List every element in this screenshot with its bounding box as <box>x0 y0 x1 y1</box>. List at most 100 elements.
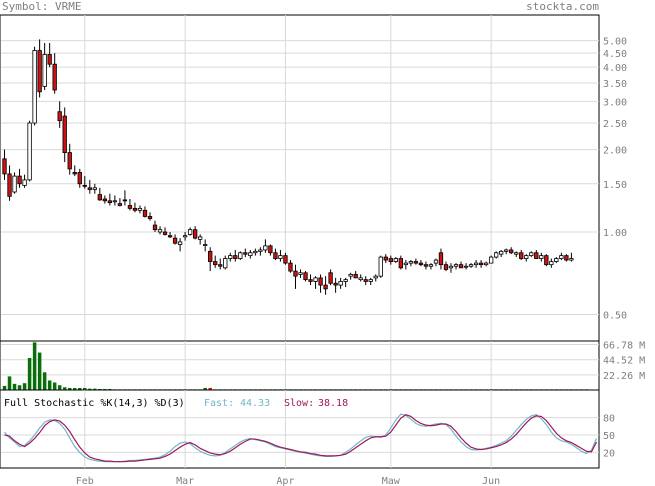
candle-up <box>198 236 203 240</box>
candle-up <box>343 279 348 282</box>
volume-bar <box>98 388 102 390</box>
price-panel-frame <box>0 14 600 342</box>
volume-bar <box>78 387 82 390</box>
volume-bar <box>42 372 47 390</box>
candle-up <box>278 255 283 259</box>
price-tick-label: 2.50 <box>603 119 627 130</box>
candle-up <box>253 250 258 254</box>
volume-bar <box>208 387 212 390</box>
candle-down <box>127 205 133 209</box>
candle-up <box>27 122 32 181</box>
volume-bar <box>103 388 107 390</box>
candle-down <box>323 284 328 290</box>
volume-bar <box>32 342 37 390</box>
candle-up <box>182 235 188 238</box>
volume-bar <box>22 383 27 390</box>
candle-up <box>554 258 559 262</box>
candle-up <box>493 252 499 258</box>
candle-down <box>443 264 449 270</box>
candlestick-series <box>2 39 574 295</box>
price-tick-label: 5.00 <box>603 37 627 48</box>
volume-tick-label: 44.52 M <box>603 356 645 367</box>
candle-down <box>52 63 57 91</box>
candle-up <box>549 261 554 266</box>
candle-up <box>453 264 459 267</box>
candle-up <box>569 258 574 261</box>
volume-bar <box>203 387 207 390</box>
candle-down <box>213 261 218 266</box>
candle-down <box>233 255 238 259</box>
site-label[interactable]: stockta.com <box>526 0 599 13</box>
candle-down <box>303 272 308 281</box>
candle-down <box>17 175 22 185</box>
volume-bar <box>52 382 57 390</box>
price-axis: 5.004.50 4.00 3.50 3.00 2.50 2.00 1.50 1.00 0.50 <box>603 37 627 322</box>
candle-down <box>478 262 484 266</box>
volume-bar <box>27 358 32 390</box>
candle-up <box>42 54 47 87</box>
candle-down <box>333 282 338 286</box>
candle-down <box>47 54 52 65</box>
stochastic-panel-frame <box>0 389 600 469</box>
month-label: Jun <box>482 476 500 486</box>
candle-up <box>228 255 233 259</box>
candle-down <box>7 173 12 197</box>
price-tick-label: 4.00 <box>603 63 627 74</box>
candle-down <box>77 172 82 185</box>
candle-down <box>142 209 148 217</box>
volume-bar <box>12 383 17 390</box>
fast-label: Fast: <box>204 398 234 409</box>
candle-down <box>353 274 358 279</box>
candle-down <box>192 229 198 239</box>
price-tick-label: 2.00 <box>603 146 627 157</box>
candle-down <box>273 252 278 259</box>
volume-bar <box>37 352 42 390</box>
volume-bar <box>7 376 12 390</box>
fast-value: 44.33 <box>240 398 270 409</box>
candle-down <box>37 50 42 93</box>
candle-up <box>157 229 163 233</box>
candle-up <box>258 249 263 252</box>
candle-down <box>268 245 273 254</box>
month-label: Apr <box>276 476 294 486</box>
candle-down <box>564 255 569 261</box>
candle-up <box>539 255 544 259</box>
candle-up <box>499 250 504 255</box>
candle-up <box>177 241 183 245</box>
candle-down <box>243 252 248 255</box>
candle-up <box>368 279 373 282</box>
stochastic-lines <box>4 413 598 463</box>
candle-up <box>223 258 228 269</box>
volume-tick-label: 22.26 M <box>603 371 645 382</box>
candle-up <box>483 262 489 266</box>
candle-down <box>72 172 77 175</box>
candle-down <box>534 252 539 259</box>
candle-down <box>87 187 92 190</box>
candle-down <box>458 264 464 269</box>
stochastic-title: Full Stochastic %K(14,3) %D(3) <box>4 398 185 409</box>
price-grid <box>1 15 599 341</box>
price-tick-label: 0.50 <box>603 310 627 321</box>
volume-tick-label: 66.78 M <box>603 341 645 352</box>
candle-up <box>504 249 509 252</box>
candle-down <box>132 207 138 211</box>
volume-panel: 66.78 M 44.52 M 22.26 M <box>0 340 645 391</box>
candle-down <box>423 264 429 267</box>
candle-down <box>283 255 288 264</box>
candle-down <box>97 194 102 201</box>
candle-up <box>112 200 118 203</box>
volume-bar <box>72 387 77 390</box>
stochastic-tick-label: 50 <box>603 431 615 442</box>
candle-up <box>448 265 454 269</box>
candle-down <box>162 231 168 235</box>
candle-up <box>92 187 97 190</box>
candle-down <box>383 256 388 261</box>
candle-up <box>12 175 17 193</box>
candle-up <box>187 229 193 235</box>
candle-up <box>393 258 398 262</box>
price-tick-label: 1.00 <box>603 228 627 239</box>
candle-up <box>348 274 353 277</box>
price-tick-label: 1.50 <box>603 180 627 191</box>
candle-down <box>318 277 323 286</box>
stochastic-axis: 80 50 20 <box>603 414 615 460</box>
